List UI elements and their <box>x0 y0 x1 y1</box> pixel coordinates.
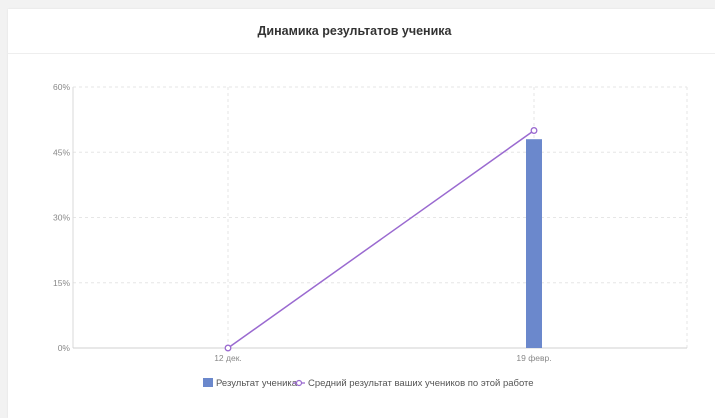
legend-label: Результат ученика <box>216 378 298 389</box>
y-tick-label: 60% <box>53 82 70 92</box>
bar <box>526 139 542 348</box>
y-tick-label: 45% <box>53 147 70 157</box>
legend-label: Средний результат ваших учеников по этой… <box>308 378 534 389</box>
legend-line-swatch-point <box>295 379 303 387</box>
x-tick-label: 12 дек. <box>214 353 242 363</box>
y-tick-label: 30% <box>53 213 70 223</box>
y-tick-label: 0% <box>58 343 71 353</box>
chart-card: Динамика результатов ученика <box>8 9 715 418</box>
line-point <box>224 344 232 352</box>
line-point <box>530 127 538 134</box>
x-tick-label: 19 февр. <box>516 353 551 363</box>
chart-title: Динамика результатов ученика <box>257 24 452 38</box>
line-series <box>227 129 535 349</box>
y-tick-label: 15% <box>53 278 70 288</box>
card-header: Динамика результатов ученика <box>8 9 715 54</box>
legend-bar-swatch <box>203 378 213 387</box>
